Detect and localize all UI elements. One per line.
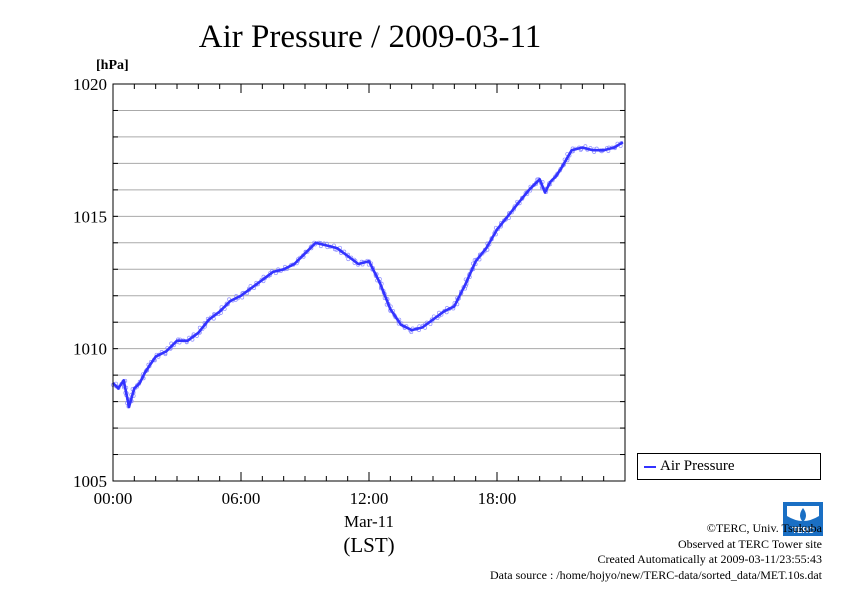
series-line-air-pressure xyxy=(112,141,624,409)
x-axis-date-label: Mar-11 xyxy=(344,512,394,531)
x-tick-label: 18:00 xyxy=(478,489,517,508)
footer-created: Created Automatically at 2009-03-11/23:5… xyxy=(597,552,822,566)
footer-observed: Observed at TERC Tower site xyxy=(677,536,822,551)
y-axis: 1005 1010 1015 1020 xyxy=(73,75,625,491)
y-tick-label: 1020 xyxy=(73,75,107,94)
footer-copyright: ©TERC, Univ. Tsukuba xyxy=(706,521,822,535)
x-tick-label: 12:00 xyxy=(350,489,389,508)
x-axis-title: (LST) xyxy=(343,533,394,557)
x-tick-label: 00:00 xyxy=(94,489,133,508)
y-unit-label: [hPa] xyxy=(96,58,129,73)
y-tick-label: 1015 xyxy=(73,207,107,226)
y-tick-label: 1010 xyxy=(73,340,107,359)
series-air-pressure xyxy=(111,141,624,409)
series-markers xyxy=(111,141,624,409)
plot-frame xyxy=(112,83,626,482)
x-axis: 00:00 06:00 12:00 18:00 xyxy=(94,84,626,508)
legend-label-air-pressure: Air Pressure xyxy=(660,458,735,474)
terc-logo: TERC xyxy=(783,502,823,536)
chart-title: Air Pressure / 2009-03-11 xyxy=(199,19,541,55)
logo-text: TERC xyxy=(792,526,814,535)
footer-source: Data source : /home/hojyo/new/TERC-data/… xyxy=(489,567,822,582)
grid-lines xyxy=(113,109,625,456)
chart-footer: ©TERC, Univ. Tsukuba Observed at TERC To… xyxy=(490,521,822,583)
legend-swatch-air-pressure xyxy=(644,466,656,468)
y-tick-label: 1005 xyxy=(73,472,107,491)
chart-legend: Air Pressure xyxy=(637,453,821,480)
x-tick-label: 06:00 xyxy=(222,489,261,508)
